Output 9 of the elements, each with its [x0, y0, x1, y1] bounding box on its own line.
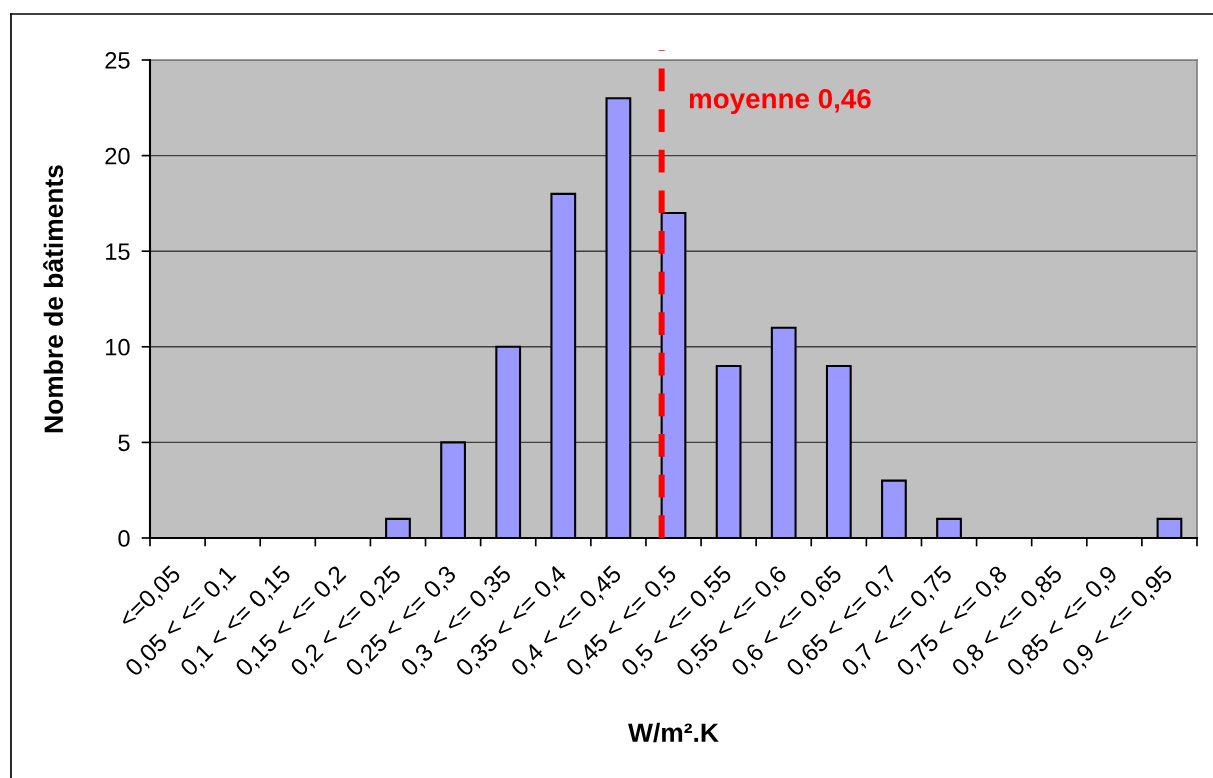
y-tick-label: 5	[118, 434, 130, 452]
y-tick-label: 20	[105, 147, 130, 165]
y-tick-label: 15	[106, 243, 130, 260]
y-axis-title: Nombre de bâtiments	[43, 165, 64, 433]
y-tick-label: 10	[106, 338, 130, 356]
ref-line-label: moyenne 0,46	[689, 88, 871, 115]
y-tick-label: 0	[118, 530, 130, 547]
y-tick-label: 25	[105, 52, 130, 69]
x-axis-title: W/m².K	[628, 722, 719, 743]
